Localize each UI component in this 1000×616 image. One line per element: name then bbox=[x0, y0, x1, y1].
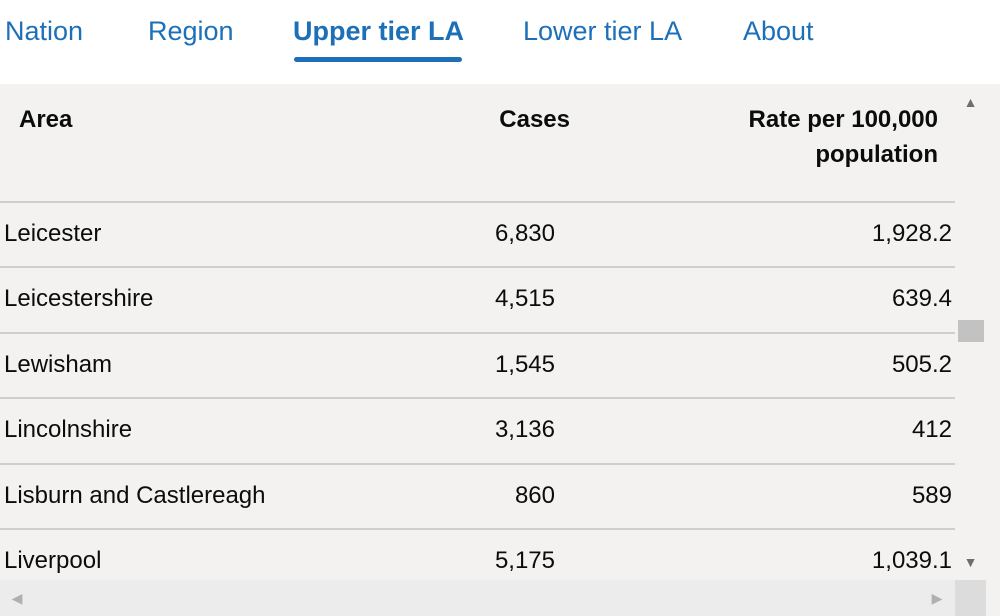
cell-cases: 860 bbox=[514, 482, 555, 509]
cell-cases: 6,830 bbox=[494, 220, 555, 247]
cell-cases: 3,136 bbox=[494, 416, 555, 443]
tab-upper-tier-la[interactable]: Upper tier LA bbox=[293, 16, 465, 46]
cell-cases: 5,175 bbox=[494, 547, 555, 574]
active-tab-indicator bbox=[294, 57, 462, 62]
column-header-rate[interactable]: Rate per 100,000 population bbox=[678, 102, 938, 172]
horizontal-scrollbar[interactable]: ◀ ▶ bbox=[0, 580, 986, 616]
scroll-left-icon[interactable]: ◀ bbox=[11, 590, 23, 606]
table-panel: Area Cases Rate per 100,000 population L… bbox=[0, 84, 1000, 616]
cell-rate: 412 bbox=[911, 416, 952, 443]
cell-rate: 1,039.1 bbox=[871, 547, 952, 574]
cell-rate: 1,928.2 bbox=[871, 220, 952, 247]
scroll-down-icon[interactable]: ▼ bbox=[963, 554, 978, 570]
cell-area: Lisburn and Castlereagh bbox=[4, 482, 266, 509]
tab-lower-tier-la[interactable]: Lower tier LA bbox=[523, 16, 683, 46]
table-row: Lewisham 1,545 505.2 bbox=[0, 332, 955, 397]
table-row: Lincolnshire 3,136 412 bbox=[0, 397, 955, 462]
cell-rate: 505.2 bbox=[891, 351, 952, 378]
vertical-scrollbar[interactable]: ▲ ▼ bbox=[955, 84, 986, 580]
cell-cases: 4,515 bbox=[494, 285, 555, 312]
column-header-area[interactable]: Area bbox=[19, 106, 73, 133]
cell-rate: 639.4 bbox=[891, 285, 952, 312]
cell-area: Liverpool bbox=[4, 547, 102, 574]
tab-bar: Nation Region Upper tier LA Lower tier L… bbox=[0, 0, 1000, 76]
cell-area: Leicestershire bbox=[4, 285, 154, 312]
column-header-rate-line2: population bbox=[815, 141, 938, 168]
scrollbar-corner bbox=[955, 580, 986, 616]
tab-region[interactable]: Region bbox=[148, 16, 234, 46]
cell-area: Lewisham bbox=[4, 351, 113, 378]
cell-rate: 589 bbox=[911, 482, 952, 509]
column-header-cases[interactable]: Cases bbox=[499, 106, 570, 133]
table-row: Leicestershire 4,515 639.4 bbox=[0, 266, 955, 331]
cell-area: Lincolnshire bbox=[4, 416, 133, 443]
tab-nation[interactable]: Nation bbox=[5, 16, 84, 46]
scroll-right-icon[interactable]: ▶ bbox=[931, 590, 943, 606]
column-header-rate-line1: Rate per 100,000 bbox=[748, 106, 938, 133]
cell-cases: 1,545 bbox=[494, 351, 555, 378]
table-row: Liverpool 5,175 1,039.1 bbox=[0, 528, 955, 580]
vertical-scroll-thumb[interactable] bbox=[958, 320, 984, 342]
table-row: Leicester 6,830 1,928.2 bbox=[0, 201, 955, 266]
data-table: Area Cases Rate per 100,000 population L… bbox=[0, 84, 955, 580]
scroll-up-icon[interactable]: ▲ bbox=[963, 94, 978, 110]
tab-about[interactable]: About bbox=[743, 16, 814, 46]
cell-area: Leicester bbox=[4, 220, 102, 247]
table-row: Lisburn and Castlereagh 860 589 bbox=[0, 463, 955, 528]
